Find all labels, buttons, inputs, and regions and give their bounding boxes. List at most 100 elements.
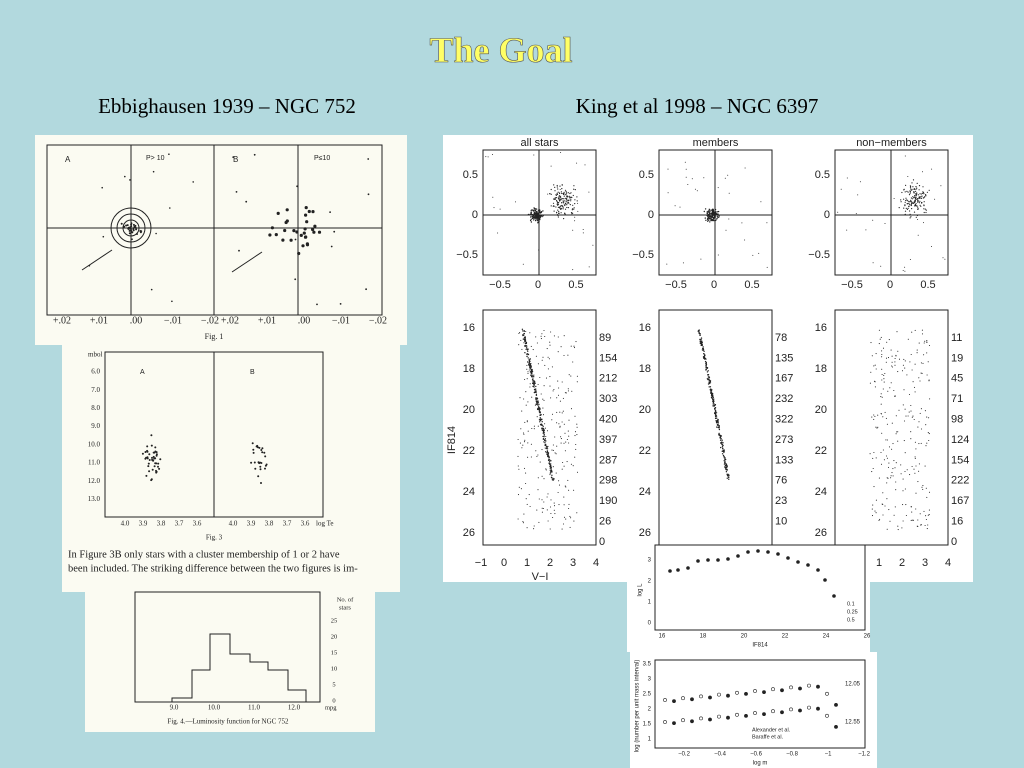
scatter-dot bbox=[573, 207, 575, 209]
scatter-dot bbox=[886, 439, 888, 441]
scatter-dot bbox=[721, 441, 723, 443]
scatter-dot bbox=[723, 460, 725, 462]
scatter-dot bbox=[877, 426, 879, 428]
scatter-dot bbox=[546, 430, 549, 432]
y-tick-label: 0 bbox=[648, 209, 654, 221]
scatter-dot bbox=[859, 181, 861, 183]
scatter-dot bbox=[894, 357, 896, 360]
y-tick-label: 24 bbox=[639, 486, 651, 498]
scatter-dot bbox=[260, 482, 262, 484]
scatter-dot bbox=[891, 422, 893, 424]
y-tick-label: 18 bbox=[463, 363, 475, 375]
scatter-dot bbox=[518, 332, 520, 335]
scatter-dot bbox=[544, 438, 546, 440]
x-tick-label: −.01 bbox=[332, 315, 350, 326]
count-label: 78 bbox=[775, 332, 787, 344]
scatter-dot bbox=[158, 467, 161, 470]
scatter-dot bbox=[524, 439, 526, 441]
scatter-dot bbox=[568, 435, 570, 437]
count-label: 0 bbox=[951, 536, 957, 548]
scatter-dot bbox=[525, 498, 527, 500]
scatter-dot bbox=[558, 195, 561, 197]
scatter-dot bbox=[542, 356, 544, 358]
scatter-dot bbox=[557, 216, 560, 218]
scatter-dot bbox=[915, 195, 917, 197]
scatter-dot bbox=[524, 378, 526, 381]
scatter-dot bbox=[780, 710, 784, 715]
scatter-dot bbox=[521, 328, 524, 330]
scatter-dot bbox=[530, 374, 532, 376]
scatter-dot bbox=[529, 219, 532, 222]
scatter-dot bbox=[533, 428, 535, 430]
scatter-dot bbox=[900, 199, 902, 201]
scatter-dot bbox=[252, 451, 255, 454]
scatter-dot bbox=[573, 188, 575, 190]
scatter-dot bbox=[533, 374, 535, 376]
scatter-dot bbox=[574, 431, 577, 433]
scatter-dot bbox=[713, 404, 715, 407]
scatter-dot bbox=[922, 191, 924, 193]
scatter-dot bbox=[536, 403, 538, 405]
scatter-dot bbox=[682, 262, 684, 264]
scatter-dot bbox=[705, 219, 707, 221]
scatter-dot bbox=[563, 218, 565, 220]
scatter-dot bbox=[168, 153, 170, 155]
scatter-dot bbox=[570, 212, 573, 214]
left-heading: Ebbighausen 1939 – NGC 752 bbox=[98, 94, 356, 118]
scatter-dot bbox=[707, 370, 709, 372]
scatter-dot bbox=[561, 188, 563, 190]
y-tick-label: 24 bbox=[815, 486, 827, 498]
scatter-dot bbox=[711, 393, 713, 395]
scatter-dot bbox=[558, 212, 560, 214]
scatter-dot bbox=[891, 355, 893, 357]
scatter-dot bbox=[564, 200, 566, 202]
scatter-dot bbox=[533, 388, 536, 391]
scatter-dot bbox=[708, 217, 710, 219]
scatter-dot bbox=[569, 204, 571, 206]
scatter-dot bbox=[674, 205, 676, 207]
scatter-dot bbox=[709, 380, 712, 382]
scatter-dot bbox=[541, 475, 543, 477]
mf-frame bbox=[654, 659, 866, 749]
scatter-dot bbox=[874, 386, 876, 388]
scatter-dot bbox=[900, 201, 902, 203]
scatter-dot bbox=[538, 403, 540, 406]
scatter-dot bbox=[698, 332, 700, 335]
scatter-dot bbox=[928, 439, 930, 442]
scatter-dot bbox=[551, 474, 553, 476]
x-tick-label: 0 bbox=[711, 279, 717, 291]
scatter-dot bbox=[157, 465, 159, 468]
scatter-dot bbox=[541, 427, 543, 429]
scatter-dot bbox=[723, 451, 725, 453]
panel-letter: A bbox=[140, 369, 145, 376]
scatter-dot bbox=[716, 421, 718, 424]
scatter-dot bbox=[537, 212, 539, 214]
x-tick-label: −0.5 bbox=[841, 279, 863, 291]
scatter-dot bbox=[132, 228, 135, 231]
scatter-dot bbox=[576, 426, 578, 428]
scatter-dot bbox=[903, 389, 905, 391]
scatter-dot bbox=[907, 203, 909, 205]
scatter-dot bbox=[926, 352, 928, 354]
scatter-dot bbox=[901, 370, 904, 372]
scatter-dot bbox=[890, 349, 892, 351]
x-tick-label: 4.0 bbox=[229, 520, 238, 528]
scatter-dot bbox=[915, 194, 918, 196]
y-tick-label: 1 bbox=[648, 600, 652, 606]
scatter-dot bbox=[707, 218, 709, 220]
y-tick-label: 0.5 bbox=[463, 169, 478, 181]
scatter-dot bbox=[823, 578, 827, 582]
scatter-dot bbox=[905, 415, 907, 417]
x-tick-label: 2 bbox=[547, 557, 553, 569]
scatter-dot bbox=[285, 208, 289, 212]
scatter-dot bbox=[752, 254, 754, 256]
scatter-dot bbox=[128, 229, 131, 232]
scatter-dot bbox=[557, 203, 560, 205]
scatter-dot bbox=[888, 509, 890, 511]
scatter-dot bbox=[717, 424, 719, 426]
inset-decoration bbox=[663, 549, 838, 729]
scatter-dot bbox=[538, 408, 540, 410]
scatter-dot bbox=[522, 263, 524, 265]
scatter-dot bbox=[882, 347, 885, 349]
